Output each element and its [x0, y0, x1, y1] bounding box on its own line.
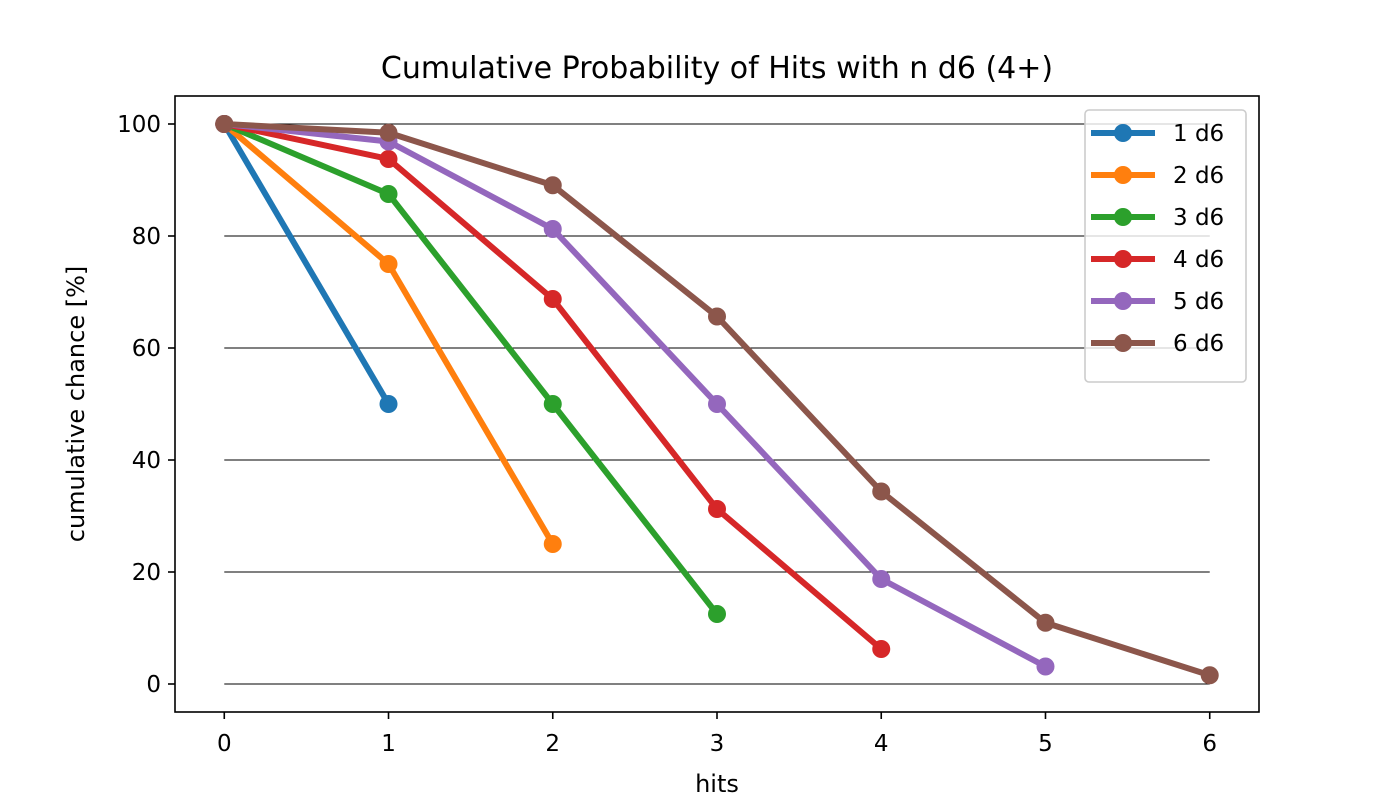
- legend-label: 3 d6: [1173, 205, 1224, 231]
- data-point: [872, 482, 891, 501]
- legend-entry: 6 d6: [1091, 331, 1224, 357]
- legend-entry: 5 d6: [1091, 289, 1224, 315]
- data-point: [872, 570, 891, 588]
- legend-label: 1 d6: [1173, 121, 1224, 147]
- y-tick-label: 0: [146, 672, 161, 698]
- legend-label: 2 d6: [1173, 163, 1224, 189]
- legend-swatch-marker: [1114, 250, 1132, 268]
- legend-swatch-marker: [1114, 292, 1132, 310]
- legend-swatch-marker: [1114, 166, 1132, 184]
- data-point: [1036, 657, 1055, 676]
- data-point: [708, 605, 726, 623]
- legend-label: 4 d6: [1173, 247, 1224, 273]
- x-tick-label: 4: [874, 731, 889, 757]
- data-point: [379, 185, 398, 203]
- legend-entry: 3 d6: [1091, 205, 1224, 231]
- grid-lines: [224, 123, 1210, 685]
- data-point: [543, 535, 562, 553]
- x-tick-label: 3: [710, 731, 725, 757]
- y-tick-label: 40: [132, 448, 161, 474]
- y-tick-label: 60: [132, 336, 161, 362]
- data-point: [379, 123, 398, 142]
- data-point: [1200, 666, 1219, 685]
- series-line: [220, 119, 393, 409]
- data-point: [215, 115, 234, 133]
- series-6: [215, 115, 1219, 685]
- x-axis-label: hits: [695, 770, 739, 798]
- data-point: [379, 150, 398, 168]
- legend-swatch-marker: [1114, 334, 1132, 352]
- series-layer: [215, 115, 1219, 685]
- series-line: [220, 120, 722, 619]
- data-point: [708, 500, 726, 518]
- data-point: [379, 395, 398, 413]
- legend-swatch-marker: [1114, 124, 1132, 142]
- x-tick-label: 1: [381, 731, 396, 757]
- legend-entry: 1 d6: [1091, 121, 1224, 147]
- data-point: [872, 640, 891, 658]
- chart-title: Cumulative Probability of Hits with n d6…: [381, 51, 1053, 86]
- y-tick-label: 80: [132, 224, 161, 250]
- x-tick-label: 6: [1202, 731, 1217, 757]
- y-tick-label: 20: [132, 560, 161, 586]
- axis-ticks: 0 20 40 60 80 100 0 1 2 3 4 5 6: [117, 112, 1217, 757]
- legend-swatch-marker: [1114, 208, 1132, 226]
- x-tick-label: 5: [1038, 731, 1053, 757]
- y-tick-label: 100: [117, 112, 161, 138]
- legend-entry: 2 d6: [1091, 163, 1224, 189]
- data-point: [1036, 613, 1055, 632]
- y-axis-label: cumulative chance [%]: [62, 266, 90, 543]
- legend: 1 d6 2 d6 3 d6 4 d6 5 d6 6 d6: [1084, 109, 1247, 383]
- series-line: [220, 120, 1050, 671]
- legend-entry: 4 d6: [1091, 247, 1224, 273]
- data-point: [543, 395, 562, 413]
- x-tick-label: 2: [545, 731, 560, 757]
- legend-label: 5 d6: [1173, 289, 1224, 315]
- legend-label: 6 d6: [1173, 331, 1224, 357]
- data-point: [708, 307, 726, 326]
- data-point: [708, 395, 726, 413]
- data-point: [543, 220, 562, 238]
- data-point: [543, 290, 562, 308]
- x-tick-label: 0: [217, 731, 232, 757]
- data-point: [543, 176, 562, 195]
- data-point: [379, 255, 398, 273]
